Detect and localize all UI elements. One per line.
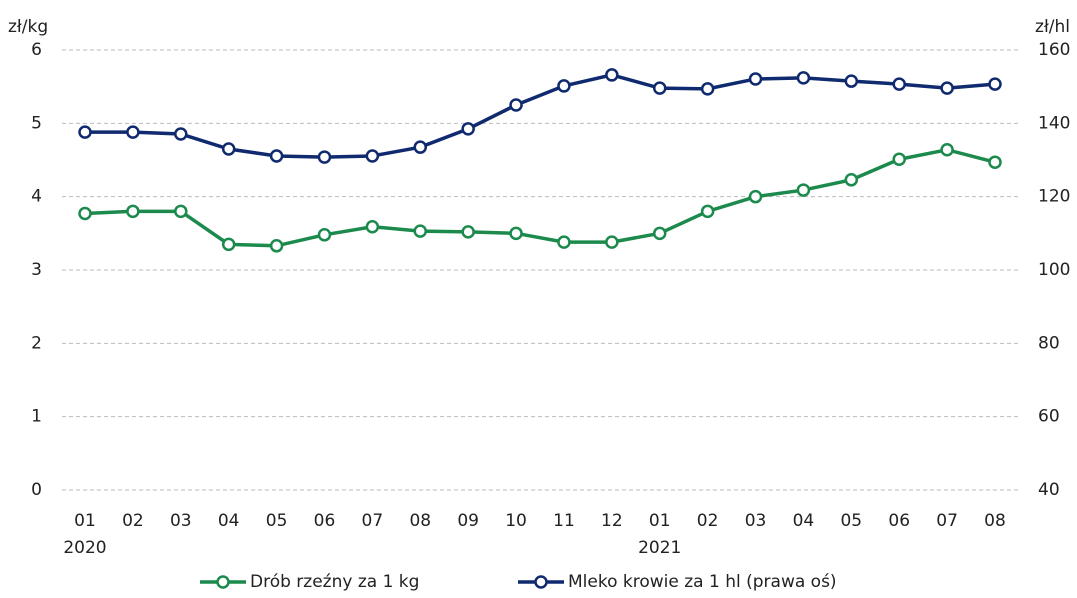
legend-marker [216,575,230,589]
point [940,81,954,95]
y-tick-label: 4 [31,187,42,207]
point [126,204,140,219]
y2-tick-label: 160 [1038,40,1070,60]
point [269,239,284,253]
point [365,149,380,163]
x-tick-label: 10 [505,511,527,531]
x-tick-label: 09 [457,511,479,531]
point [557,79,571,93]
point [221,142,236,156]
legend-label: Drób rzeźny za 1 kg [250,572,419,592]
y2-axis-label: zł/hl [1035,17,1070,37]
point [461,122,475,136]
x-year-label: 2021 [638,538,681,558]
point [221,237,236,252]
y-axis-label: zł/kg [8,17,48,37]
x-tick-label: 11 [553,511,575,531]
x-tick-label: 02 [122,511,144,531]
legend-label: Mleko krowie za 1 hl (prawa oś) [568,572,837,592]
point [748,189,763,204]
x-tick-label: 02 [697,511,719,531]
y2-tick-label: 40 [1038,480,1060,500]
point [940,142,954,157]
point [988,155,1002,169]
x-tick-label: 08 [409,511,431,531]
point [700,204,715,219]
y-tick-label: 6 [31,40,42,60]
y2-tick-label: 100 [1038,260,1070,280]
point [748,72,763,86]
point [78,206,92,221]
point [461,225,475,239]
point [844,74,859,88]
x-tick-label: 04 [793,511,815,531]
point [365,219,380,234]
y2-tick-label: 80 [1038,333,1060,353]
point [126,125,140,139]
point [605,235,619,249]
y2-tick-label: 60 [1038,407,1060,427]
point [557,235,571,249]
point [317,228,332,242]
x-year-label: 2020 [63,538,106,558]
legend-marker [534,575,548,589]
point [844,173,859,187]
series-line [84,147,996,248]
point [605,68,619,82]
y-tick-label: 2 [31,333,42,353]
point [174,204,188,219]
point [892,152,906,167]
point [269,149,284,163]
x-tick-label: 04 [218,511,240,531]
point [509,98,523,112]
point [413,140,428,154]
x-tick-label: 08 [984,511,1006,531]
x-tick-label: 07 [936,511,958,531]
point [796,183,811,197]
point [78,125,92,139]
x-tick-label: 01 [649,511,671,531]
point [700,82,715,96]
series-line [85,73,996,159]
x-tick-label: 03 [745,511,767,531]
x-tick-label: 06 [888,511,910,531]
point [652,226,667,241]
point [892,77,906,91]
x-tick-label: 01 [74,511,96,531]
point [413,224,428,238]
point [652,81,667,95]
x-tick-label: 07 [362,511,384,531]
y-tick-label: 0 [31,480,42,500]
point [796,71,811,85]
point [509,226,523,241]
point [174,127,188,141]
y2-tick-label: 120 [1038,187,1070,207]
y-tick-label: 3 [31,260,42,280]
point [317,150,332,164]
y2-tick-label: 140 [1038,113,1070,133]
x-tick-label: 06 [314,511,336,531]
x-tick-label: 05 [266,511,288,531]
x-tick-label: 05 [840,511,862,531]
x-tick-label: 03 [170,511,192,531]
point [988,77,1002,91]
y-tick-label: 1 [31,407,42,427]
y-tick-label: 5 [31,113,42,133]
x-tick-label: 12 [601,511,623,531]
